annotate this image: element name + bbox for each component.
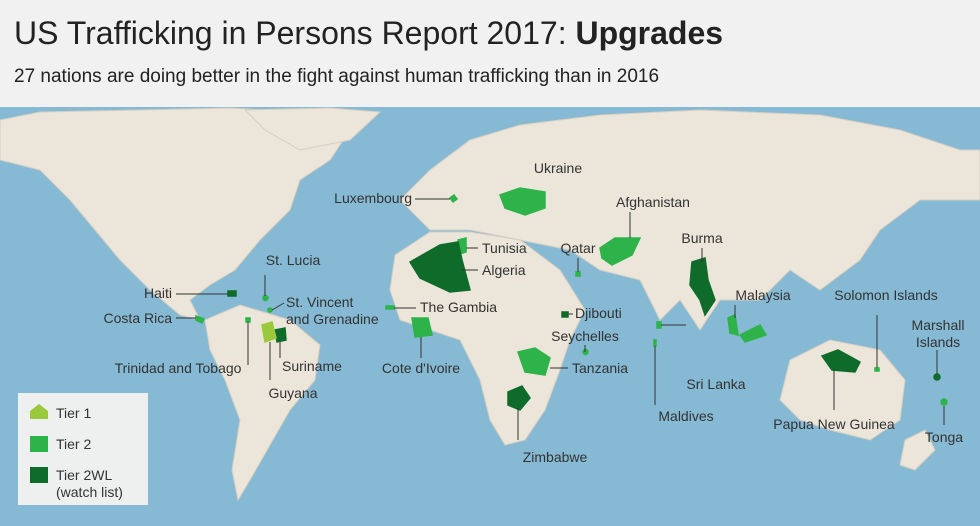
label: Marshall bbox=[912, 317, 965, 333]
label: and Grenadine bbox=[286, 311, 379, 327]
country-shape bbox=[227, 290, 237, 297]
title: US Trafficking in Persons Report 2017: U… bbox=[14, 15, 723, 51]
country-shape bbox=[517, 347, 551, 376]
country-shape bbox=[653, 339, 657, 347]
label: Solomon Islands bbox=[834, 287, 938, 303]
title-bold: Upgrades bbox=[575, 15, 723, 51]
title-text: US Trafficking in Persons Report 2017: bbox=[14, 15, 567, 51]
country-shape bbox=[689, 257, 716, 317]
countries: Ukraine Luxembourg Afghanistan Tunisia Alger… bbox=[104, 160, 965, 465]
country-shape bbox=[245, 317, 251, 323]
label: Tanzania bbox=[572, 360, 628, 376]
legend-swatch bbox=[30, 467, 48, 483]
country-shape bbox=[448, 193, 459, 204]
label: Tonga bbox=[925, 429, 963, 445]
country-shape bbox=[274, 327, 287, 343]
label: Tier 1 bbox=[56, 405, 91, 421]
label: Sri Lanka bbox=[686, 376, 745, 392]
label: Papua New Guinea bbox=[773, 416, 895, 432]
label: Seychelles bbox=[551, 328, 619, 344]
country-shape bbox=[195, 314, 206, 325]
country-shape bbox=[261, 321, 277, 344]
country-shape bbox=[561, 311, 569, 318]
country-shape bbox=[656, 321, 662, 329]
label: The Gambia bbox=[420, 299, 497, 315]
label: Algeria bbox=[482, 262, 526, 278]
label: St. Lucia bbox=[266, 252, 321, 268]
label: Malaysia bbox=[735, 287, 790, 303]
label: Tier 2 bbox=[56, 436, 91, 452]
label: Burma bbox=[681, 230, 722, 246]
country-shape bbox=[874, 367, 880, 372]
label: Luxembourg bbox=[334, 190, 412, 206]
country-shape bbox=[507, 385, 531, 411]
country-shape bbox=[262, 294, 269, 302]
label: Trinidad and Tobago bbox=[115, 360, 242, 376]
label: Islands bbox=[916, 334, 960, 350]
label: Costa Rica bbox=[104, 310, 173, 326]
country-shape bbox=[385, 305, 395, 310]
label: Haiti bbox=[144, 285, 172, 301]
country-shape bbox=[933, 373, 941, 381]
label: Guyana bbox=[268, 385, 317, 401]
country-shape bbox=[599, 237, 642, 266]
country-shape bbox=[820, 349, 861, 373]
country-shape bbox=[575, 271, 581, 277]
label: Zimbabwe bbox=[523, 449, 588, 465]
country-shape bbox=[940, 398, 948, 406]
label: Tier 2WL bbox=[56, 467, 112, 483]
label: Ukraine bbox=[534, 160, 582, 176]
label: Cote d'Ivoire bbox=[382, 360, 460, 376]
country-shape bbox=[408, 241, 471, 293]
country-shape bbox=[267, 307, 273, 313]
land bbox=[0, 107, 980, 502]
label: (watch list) bbox=[56, 484, 123, 500]
label: Qatar bbox=[560, 240, 595, 256]
country-shape bbox=[411, 317, 433, 338]
label: Djibouti bbox=[575, 305, 622, 321]
label: Maldives bbox=[658, 408, 713, 424]
country-shape bbox=[499, 187, 546, 216]
header-bg bbox=[0, 0, 980, 107]
label: Afghanistan bbox=[616, 194, 690, 210]
label: St. Vincent bbox=[286, 294, 354, 310]
country-shape bbox=[727, 313, 768, 343]
legend-swatch bbox=[30, 404, 48, 419]
label: Tunisia bbox=[482, 240, 527, 256]
label: Suriname bbox=[282, 358, 342, 374]
leader-line bbox=[271, 302, 285, 311]
legend-swatch bbox=[30, 436, 48, 452]
subtitle: 27 nations are doing better in the fight… bbox=[14, 66, 659, 87]
legend: Tier 1 Tier 2 Tier 2WL(watch list) bbox=[30, 404, 123, 500]
